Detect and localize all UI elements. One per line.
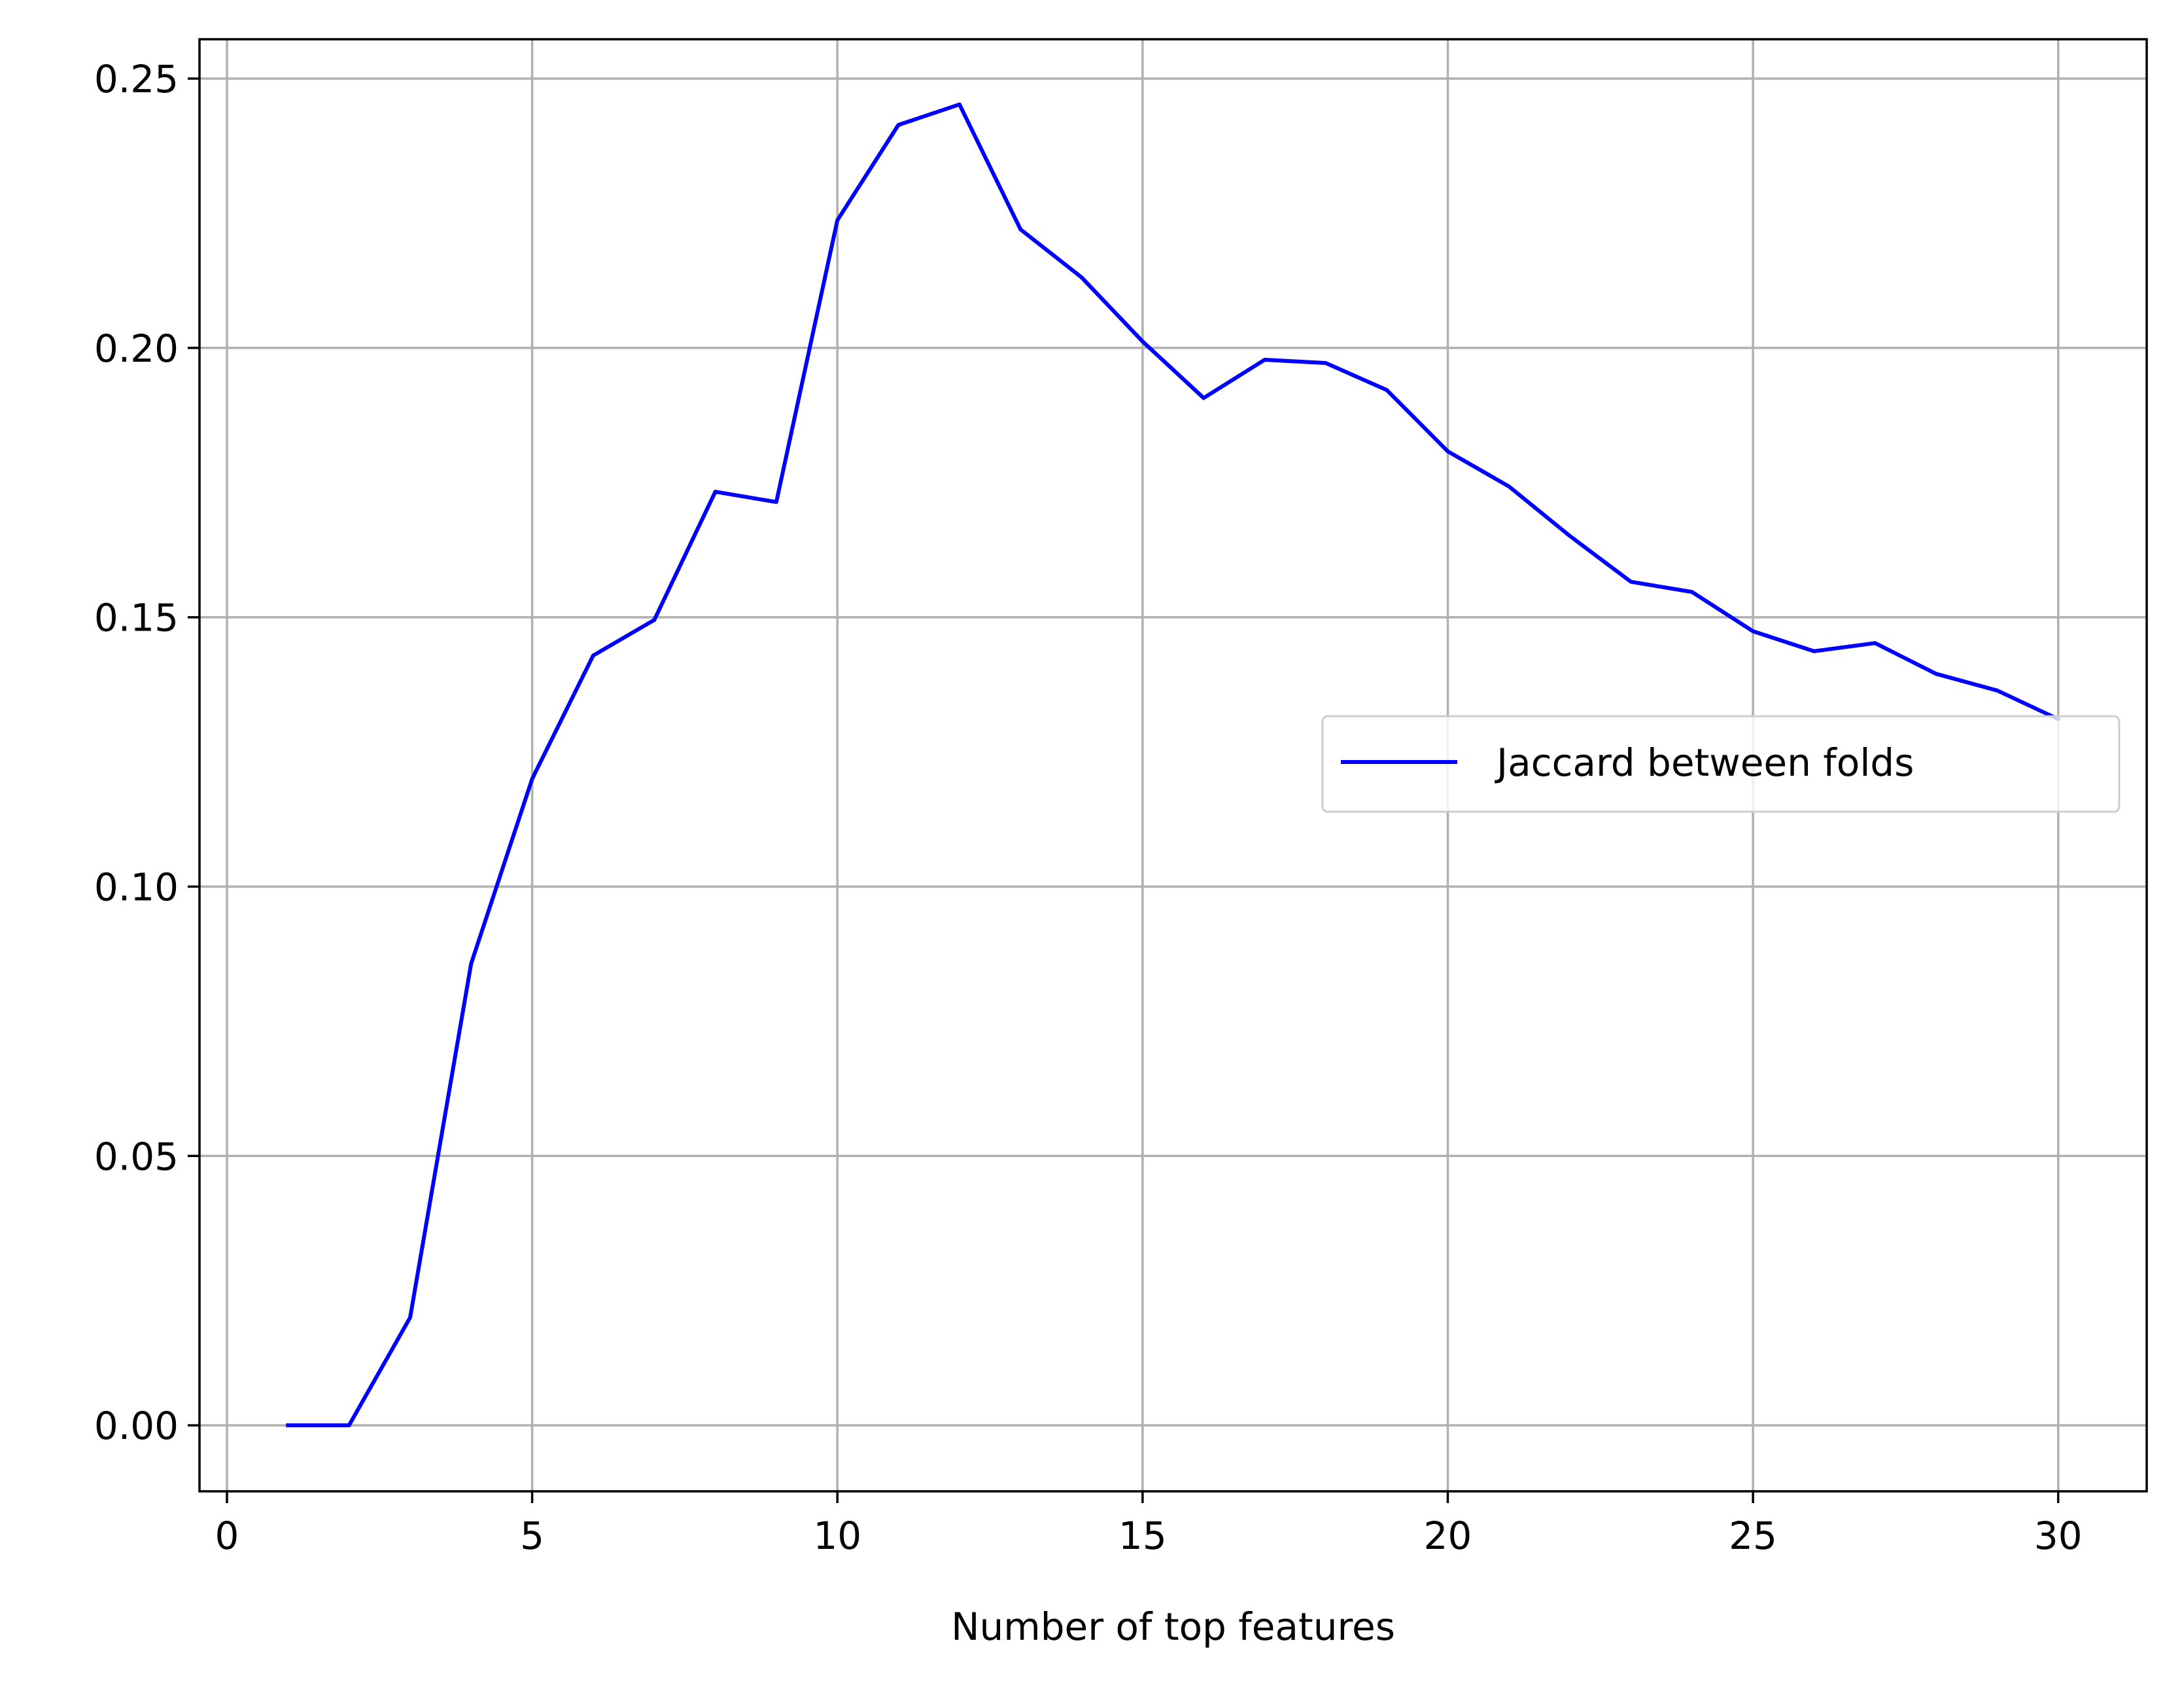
y-tick-label: 0.05 — [94, 1134, 179, 1179]
x-tick-label: 5 — [520, 1514, 544, 1558]
legend-label: Jaccard between folds — [1495, 740, 1914, 785]
y-tick-label: 0.20 — [94, 326, 179, 371]
y-tick-label: 0.15 — [94, 596, 179, 640]
plot-frame — [198, 38, 2148, 1493]
x-tick-label: 20 — [1424, 1514, 1472, 1558]
legend-box — [1321, 715, 2121, 813]
series-layer — [286, 102, 2061, 1428]
x-tick-label: 25 — [1729, 1514, 1777, 1558]
y-tick-label: 0.00 — [94, 1404, 179, 1448]
x-tick-label: 10 — [813, 1514, 861, 1558]
legend: Jaccard between folds — [1321, 715, 2121, 813]
x-tick-label: 0 — [215, 1514, 239, 1558]
x-tick-label: 15 — [1118, 1514, 1167, 1558]
x-axis-title: Number of top features — [951, 1604, 1395, 1649]
y-tick-label: 0.25 — [94, 57, 179, 101]
axis-ticks: 0 5 10 15 20 25 30 0.00 0.05 0.10 0.15 0.20 0.25 — [94, 57, 2083, 1558]
series-line — [286, 102, 2061, 1428]
y-tick-label: 0.10 — [94, 865, 179, 910]
x-tick-label: 30 — [2034, 1514, 2083, 1558]
